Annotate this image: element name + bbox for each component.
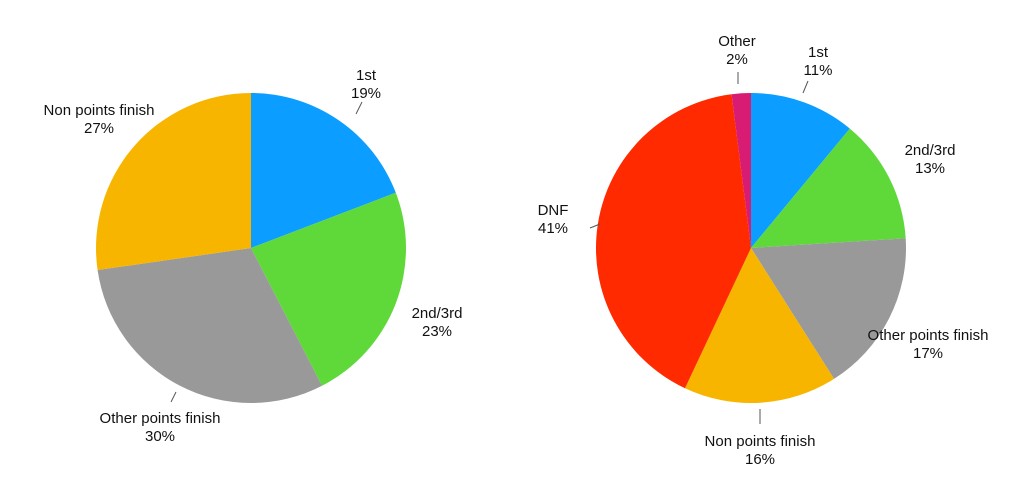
slice-percent-label: 41%	[538, 220, 568, 237]
slice-percent-label: 30%	[145, 428, 175, 445]
pie-slice	[595, 94, 751, 389]
slice-percent-label: 23%	[422, 323, 452, 340]
slice-label: 1st	[356, 67, 377, 84]
leader-line	[355, 101, 363, 115]
slice-percent-label: 2%	[726, 51, 748, 68]
slice-percent-label: 27%	[84, 120, 114, 137]
slice-label: Other points finish	[100, 410, 221, 427]
slice-percent-label: 16%	[745, 451, 775, 468]
pie-slice	[97, 248, 323, 404]
leader-line	[802, 80, 809, 94]
pie-slice	[751, 93, 850, 248]
pie-slice	[731, 93, 751, 248]
pie-slice	[751, 238, 906, 379]
slice-label: Other points finish	[868, 327, 989, 344]
slice-label: DNF	[538, 202, 569, 219]
slice-percent-label: 13%	[915, 160, 945, 177]
slice-percent-label: 19%	[351, 85, 381, 102]
slice-label: Non points finish	[705, 433, 816, 450]
pie-slice	[96, 93, 251, 271]
slice-label: 2nd/3rd	[905, 142, 956, 159]
pie-slice	[751, 128, 906, 248]
pie-slice	[251, 192, 406, 386]
slice-label: Non points finish	[44, 102, 155, 119]
slice-percent-label: 17%	[913, 345, 943, 362]
slice-label: 2nd/3rd	[412, 305, 463, 322]
slice-percent-label: 11%	[804, 62, 833, 79]
slice-label: Other	[718, 33, 756, 50]
pie-slice	[685, 248, 835, 404]
leader-line	[589, 223, 601, 229]
pie-slice	[251, 93, 396, 248]
leader-line	[170, 391, 177, 403]
slice-label: 1st	[808, 44, 829, 61]
